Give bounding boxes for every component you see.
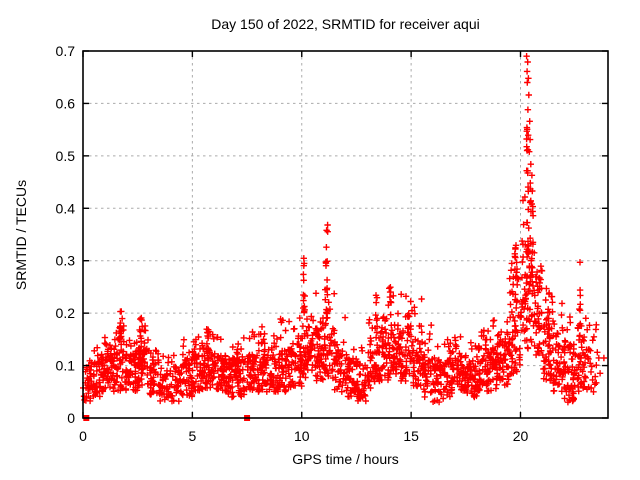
y-tick-label: 0 xyxy=(67,410,75,426)
x-tick-label: 15 xyxy=(403,428,419,444)
x-tick-label: 5 xyxy=(188,428,196,444)
x-axis-label: GPS time / hours xyxy=(292,451,399,467)
y-tick-label: 0.4 xyxy=(56,200,76,216)
chart-title: Day 150 of 2022, SRMTID for receiver aqu… xyxy=(211,16,480,32)
y-tick-label: 0.2 xyxy=(56,305,76,321)
scatter-points xyxy=(80,53,608,406)
x-tick-label: 20 xyxy=(513,428,529,444)
y-tick-label: 0.7 xyxy=(56,43,76,59)
x-tick-label: 10 xyxy=(294,428,310,444)
x-tick-label: 0 xyxy=(79,428,87,444)
y-tick-label: 0.3 xyxy=(56,253,76,269)
y-tick-label: 0.1 xyxy=(56,358,76,374)
y-tick-label: 0.6 xyxy=(56,95,76,111)
plot-border xyxy=(82,50,609,419)
y-tick-label: 0.5 xyxy=(56,148,76,164)
